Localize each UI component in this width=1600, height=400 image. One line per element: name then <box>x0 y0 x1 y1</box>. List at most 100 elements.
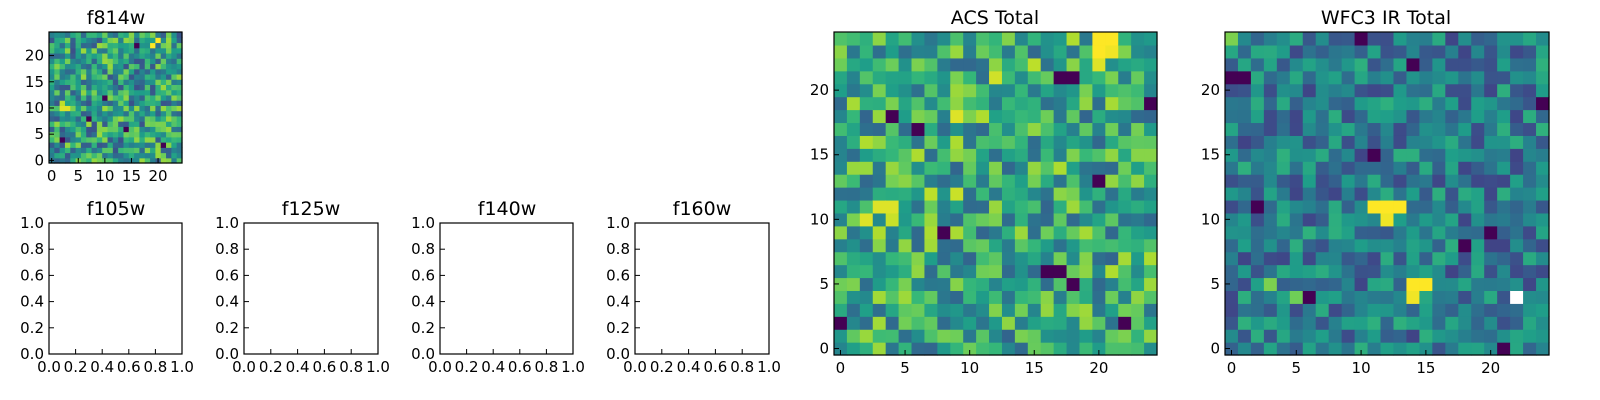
heatmap-cell <box>1445 57 1459 72</box>
heatmap-cell <box>1276 303 1291 317</box>
heatmap-cell <box>1471 290 1485 304</box>
heatmap-cell <box>1131 342 1145 356</box>
heatmap-cell <box>950 109 964 124</box>
heatmap-cell <box>1027 264 1042 279</box>
heatmap-cell <box>834 109 848 124</box>
heatmap-cell <box>1144 96 1158 111</box>
heatmap-cell <box>144 100 151 106</box>
heatmap-cell <box>75 115 82 122</box>
heatmap-cell <box>1263 161 1278 175</box>
heatmap-cell <box>123 100 130 106</box>
heatmap-cell <box>1471 96 1485 111</box>
heatmap-cell <box>144 157 151 164</box>
heatmap-cell <box>49 126 55 133</box>
heatmap-cell <box>1393 70 1408 85</box>
heatmap-cell <box>86 110 93 117</box>
heatmap-cell <box>75 37 82 44</box>
x-ticks-f140w: 0.0 0.2 0.4 0.6 0.8 1.0 <box>428 349 585 376</box>
heatmap-cell <box>898 122 913 136</box>
heatmap-cell <box>1250 57 1265 72</box>
heatmap-cell <box>1027 316 1042 330</box>
heatmap-cell <box>1237 238 1252 253</box>
heatmap-cell <box>96 110 103 117</box>
heatmap-cell <box>112 115 119 122</box>
heatmap-cell <box>1536 329 1550 343</box>
heatmap-cell <box>102 136 109 143</box>
heatmap-cell <box>1367 148 1382 162</box>
heatmap-cell <box>150 136 156 143</box>
y-tick-label: 0.8 <box>411 240 435 258</box>
heatmap-cell <box>166 131 172 138</box>
x-tick-label: 0.8 <box>143 358 167 376</box>
heatmap-cell <box>989 329 1003 343</box>
heatmap-cell <box>898 83 913 98</box>
heatmap-cell <box>86 68 93 75</box>
heatmap-cell <box>1328 174 1343 188</box>
heatmap-cell <box>1079 135 1093 149</box>
heatmap-cell <box>1066 32 1081 46</box>
heatmap-cell <box>1471 57 1485 72</box>
heatmap-cell <box>49 100 55 106</box>
heatmap-cell <box>144 89 151 96</box>
heatmap-cell <box>1001 83 1016 98</box>
heatmap-cell <box>1263 342 1278 356</box>
heatmap-cell <box>1263 83 1278 98</box>
heatmap-cell <box>1354 264 1369 279</box>
heatmap-cell <box>80 94 87 101</box>
heatmap-cell <box>1523 57 1537 72</box>
heatmap-cell <box>1471 135 1485 149</box>
heatmap-cell <box>128 136 135 143</box>
heatmap-cell <box>1092 316 1106 330</box>
heatmap-cell <box>1445 70 1459 85</box>
heatmap-cell <box>1458 277 1472 291</box>
heatmap-cell <box>160 58 167 65</box>
heatmap-cell <box>937 342 951 356</box>
heatmap-cell <box>86 157 93 164</box>
heatmap-cell <box>834 238 848 253</box>
heatmap-cell <box>1536 96 1550 111</box>
heatmap-cell <box>160 121 167 127</box>
heatmap-cell <box>924 199 938 214</box>
heatmap-cell <box>1263 32 1278 46</box>
heatmap-cell <box>834 57 848 72</box>
heatmap-cell <box>70 63 77 70</box>
heatmap-cell <box>75 68 82 75</box>
heatmap-cell <box>107 147 114 154</box>
heatmap-cell <box>1536 238 1550 253</box>
heatmap-cell <box>1250 264 1265 279</box>
heatmap-cell <box>1536 57 1550 72</box>
heatmap-cell <box>1445 316 1459 330</box>
heatmap-cell <box>49 94 55 101</box>
heatmap-cell <box>70 58 77 65</box>
heatmap-cell <box>1066 187 1081 201</box>
heatmap-cell <box>134 47 141 54</box>
heatmap-cell <box>1144 316 1158 330</box>
heatmap-cell <box>49 68 55 75</box>
heatmap-cell <box>64 32 71 38</box>
heatmap-cell <box>166 58 172 65</box>
heatmap-cell <box>859 277 874 291</box>
y-tick-label: 1.0 <box>411 214 435 232</box>
heatmap-cell <box>112 84 119 91</box>
heatmap-cell <box>924 135 938 149</box>
heatmap-cell <box>1432 225 1446 240</box>
heatmap-cell <box>1118 342 1132 356</box>
heatmap-cell <box>91 79 98 85</box>
heatmap-cell <box>950 199 964 214</box>
heatmap-cell <box>1040 225 1055 240</box>
heatmap-cell <box>1445 251 1459 266</box>
heatmap-cell <box>937 83 951 98</box>
heatmap-cell <box>1536 264 1550 279</box>
heatmap-cell <box>176 152 183 159</box>
heatmap-cell <box>1497 32 1511 46</box>
heatmap-cell <box>924 238 938 253</box>
heatmap-cell <box>102 63 109 70</box>
heatmap-cell <box>123 121 130 127</box>
heatmap-cell <box>1144 187 1158 201</box>
heatmap-cell <box>1302 109 1317 124</box>
heatmap-cell <box>1040 238 1055 253</box>
heatmap-cell <box>1276 135 1291 149</box>
heatmap-cell <box>123 126 130 133</box>
heatmap-cell <box>1380 277 1395 291</box>
heatmap-cell <box>155 142 162 148</box>
